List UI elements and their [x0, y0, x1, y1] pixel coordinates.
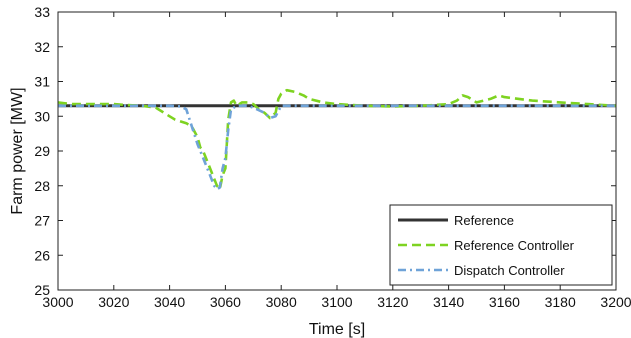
x-tick-label: 3100: [321, 294, 352, 310]
x-tick-label: 3200: [600, 294, 631, 310]
y-tick-label: 28: [34, 178, 50, 194]
x-tick-label: 3040: [154, 294, 185, 310]
y-tick-label: 32: [34, 39, 50, 55]
x-tick-label: 3160: [489, 294, 520, 310]
series-line-dispatch-controller: [58, 104, 616, 191]
y-tick-label: 27: [34, 213, 50, 229]
x-tick-label: 3020: [98, 294, 129, 310]
x-tick-label: 3080: [266, 294, 297, 310]
y-tick-label: 29: [34, 143, 50, 159]
x-tick-label: 3180: [545, 294, 576, 310]
y-tick-label: 31: [34, 74, 50, 90]
y-tick-label: 33: [34, 4, 50, 20]
x-tick-label: 3000: [42, 294, 73, 310]
plot-marks: [57, 88, 617, 191]
axes: 3000 3020 3040 3060 3080 3100 3120 3140 3160 3180…: [9, 4, 631, 338]
legend-label-dispatch-controller: Dispatch Controller: [454, 263, 565, 278]
x-tick-label: 3060: [210, 294, 241, 310]
legend-label-reference: Reference: [454, 213, 514, 228]
series-line-reference-controller: [57, 88, 617, 191]
x-tick-label: 3140: [433, 294, 464, 310]
legend: Reference Reference Controller Dispatch Co…: [389, 204, 613, 286]
y-axis-label: Farm power [MW]: [9, 87, 26, 214]
legend-label-reference-controller: Reference Controller: [454, 238, 575, 253]
x-tick-label: 3120: [377, 294, 408, 310]
y-tick-label: 30: [34, 108, 50, 124]
x-axis-label: Time [s]: [309, 321, 365, 338]
y-tick-label: 25: [34, 282, 50, 298]
y-tick-label: 26: [34, 247, 50, 263]
